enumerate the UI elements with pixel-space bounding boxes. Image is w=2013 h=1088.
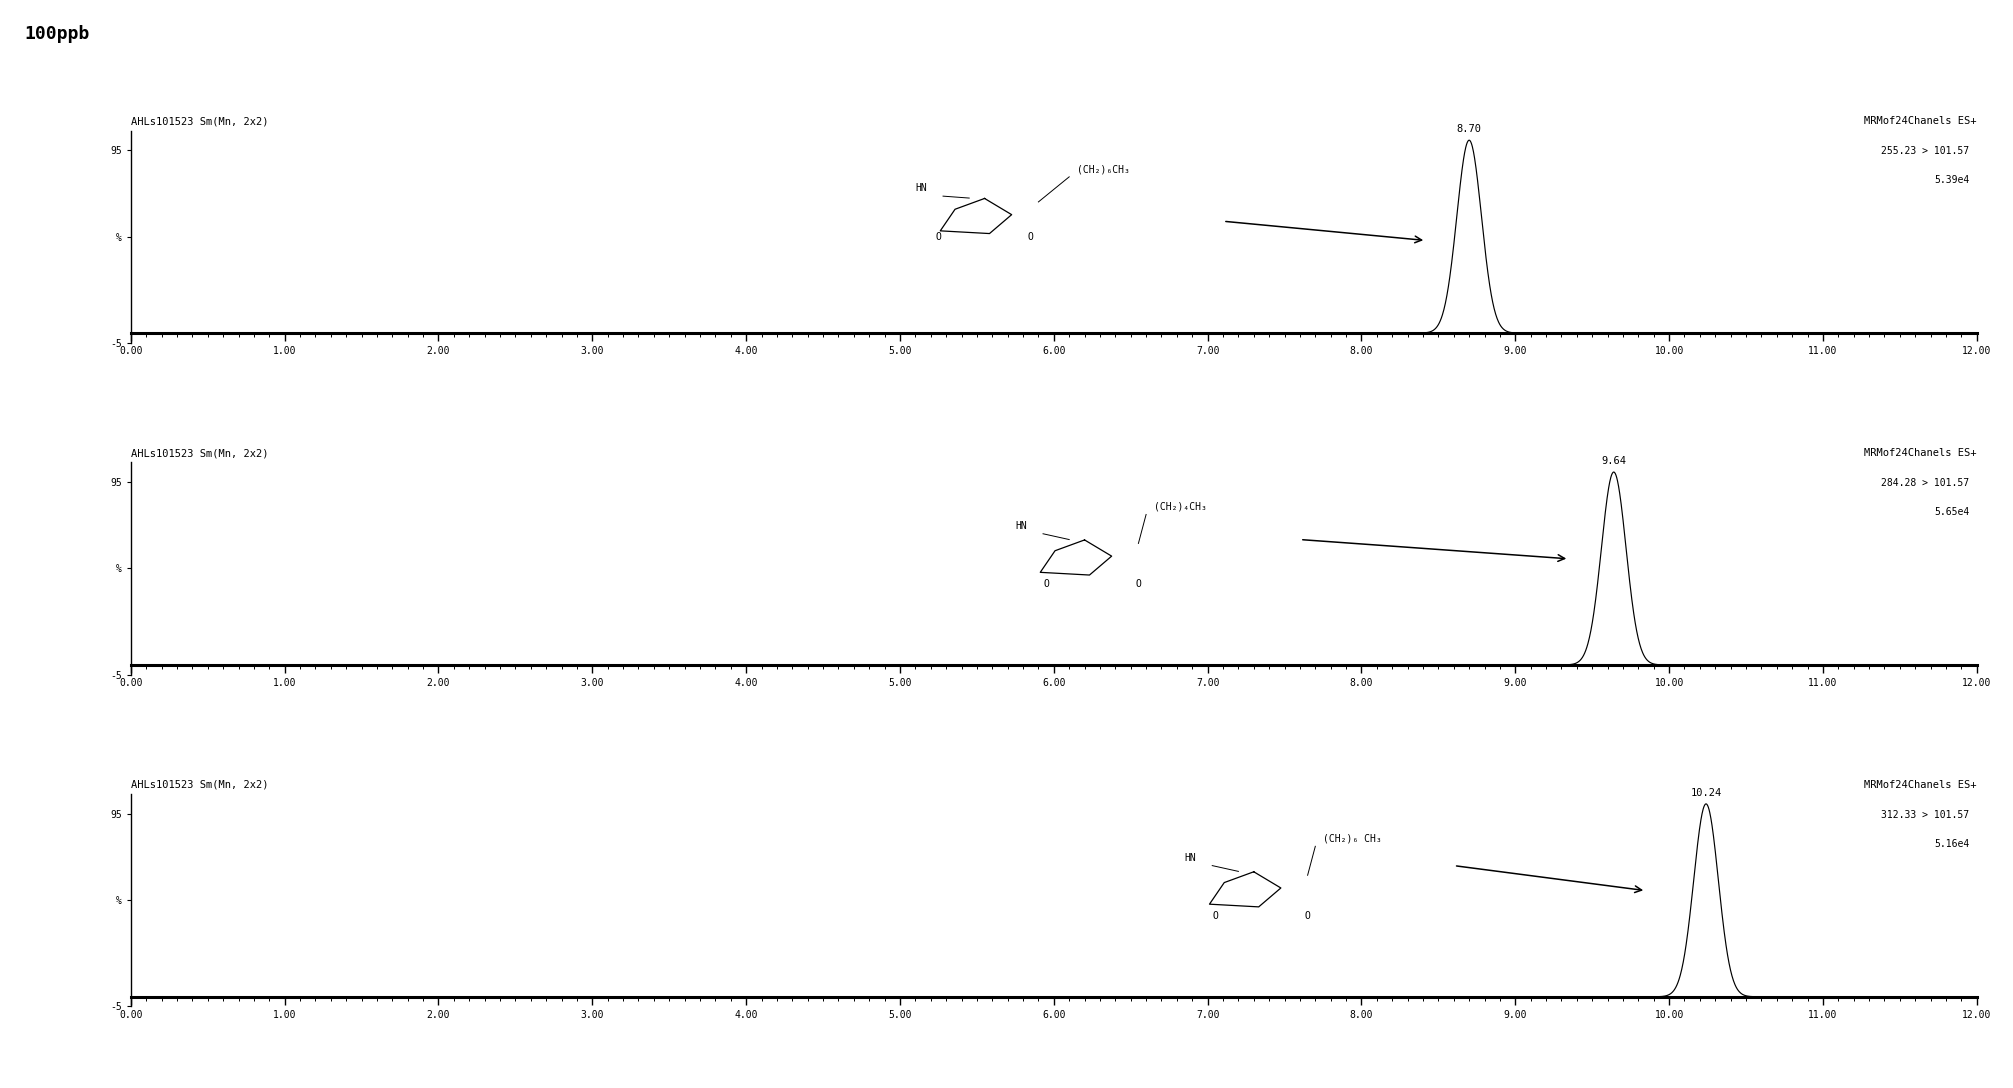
Text: O: O (1135, 579, 1141, 589)
Text: 8.70: 8.70 (1457, 124, 1482, 135)
Text: MRMof24Chanels ES+: MRMof24Chanels ES+ (1864, 780, 1977, 790)
Text: O: O (1043, 579, 1049, 589)
Text: O: O (1304, 911, 1310, 920)
Text: AHLs101523 Sm(Mn, 2x2): AHLs101523 Sm(Mn, 2x2) (131, 780, 268, 790)
Text: AHLs101523 Sm(Mn, 2x2): AHLs101523 Sm(Mn, 2x2) (131, 448, 268, 458)
Text: 9.64: 9.64 (1600, 456, 1627, 467)
Text: O: O (1212, 911, 1218, 920)
Text: MRMof24Chanels ES+: MRMof24Chanels ES+ (1864, 116, 1977, 126)
Text: O: O (1029, 232, 1033, 242)
Text: 5.65e4: 5.65e4 (1934, 507, 1969, 517)
Text: (CH₂)₄CH₃: (CH₂)₄CH₃ (1153, 502, 1206, 511)
Text: 5.16e4: 5.16e4 (1934, 839, 1969, 849)
Text: HN: HN (1184, 853, 1196, 863)
Text: (CH₂)₆CH₃: (CH₂)₆CH₃ (1077, 164, 1129, 174)
Text: 255.23 > 101.57: 255.23 > 101.57 (1880, 146, 1969, 156)
Text: 100ppb: 100ppb (24, 25, 89, 44)
Text: 284.28 > 101.57: 284.28 > 101.57 (1880, 478, 1969, 487)
Text: AHLs101523 Sm(Mn, 2x2): AHLs101523 Sm(Mn, 2x2) (131, 116, 268, 126)
Text: HN: HN (916, 184, 928, 194)
Text: (CH₂)₆ CH₃: (CH₂)₆ CH₃ (1323, 833, 1381, 843)
Text: MRMof24Chanels ES+: MRMof24Chanels ES+ (1864, 448, 1977, 458)
Text: 5.39e4: 5.39e4 (1934, 175, 1969, 185)
Text: O: O (936, 232, 942, 242)
Text: 10.24: 10.24 (1691, 788, 1721, 799)
Text: HN: HN (1015, 521, 1027, 531)
Text: 312.33 > 101.57: 312.33 > 101.57 (1880, 809, 1969, 819)
